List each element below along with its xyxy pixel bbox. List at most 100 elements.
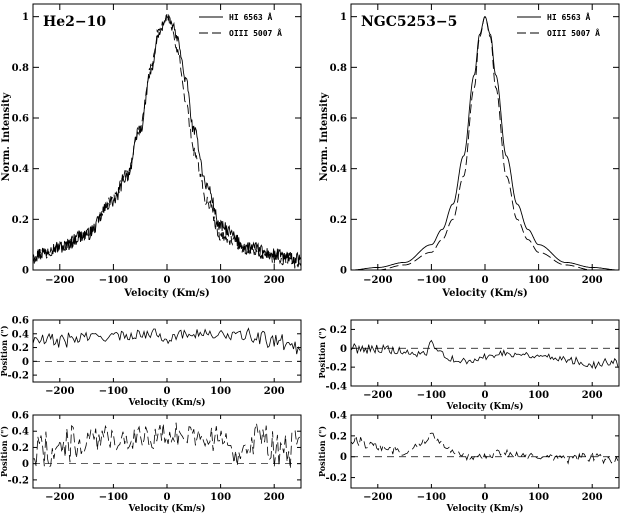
x-tick-label: 200: [582, 492, 603, 503]
y-tick-label: 0: [340, 452, 347, 463]
x-axis-label: Velocity (Km/s): [123, 288, 210, 299]
y-tick-label: -0.2: [7, 475, 29, 486]
y-tick-label: 0.4: [330, 411, 347, 422]
series-line-hi: [33, 13, 301, 266]
y-axis-label: Position ("): [317, 426, 327, 477]
x-tick-label: 200: [264, 386, 285, 397]
plot-frame: [350, 414, 620, 489]
y-axis-label: Norm. Intensity: [319, 91, 330, 181]
y-tick-label: -0.2: [7, 371, 29, 382]
x-tick-label: −100: [99, 386, 128, 397]
x-tick-label: 100: [210, 275, 231, 286]
x-tick-label: 200: [264, 492, 285, 503]
panel-title: He2−10: [43, 14, 106, 30]
he2-10-pos-oiii-panel: −200 −100 0 100 200 -0.2 0 0.2 0.4 0.6 Velocity (K…: [0, 411, 302, 513]
x-tick-label: −100: [417, 492, 446, 503]
y-axis-label: Position ("): [317, 327, 327, 378]
x-tick-label: 0: [164, 275, 171, 286]
x-tick-label: −100: [99, 275, 128, 286]
ngc5253-pos-hi-panel: −200 −100 0 100 200 -0.4 -0.2 0 0.2 Velocity (Km/…: [317, 319, 620, 412]
y-tick-label: 0.8: [330, 63, 347, 74]
data-area: [351, 16, 619, 270]
x-tick-label: −200: [45, 492, 74, 503]
y-tick-label: 0: [22, 459, 29, 470]
y-tick-label: 0.2: [330, 431, 347, 442]
x-tick-label: −200: [363, 492, 392, 503]
plot-frame: [32, 3, 302, 271]
x-tick-label: 100: [210, 492, 231, 503]
x-axis-label: Velocity (Km/s): [128, 397, 206, 408]
x-tick-label: 100: [528, 390, 549, 401]
y-tick-label: 0.4: [12, 329, 29, 340]
y-tick-label: 0.4: [12, 164, 29, 175]
y-tick-label: -0.2: [325, 363, 347, 374]
data-area: [33, 13, 301, 269]
series-line-oiii: [351, 16, 619, 270]
legend-label: HI 6563 Å: [547, 12, 591, 22]
x-tick-label: −200: [45, 275, 74, 286]
y-tick-label: -0.4: [325, 382, 347, 393]
y-tick-label: 0.8: [12, 63, 29, 74]
y-tick-label: 0.6: [330, 114, 347, 125]
series-line-hi: [33, 327, 301, 355]
series-line-oiii: [351, 432, 619, 465]
x-tick-label: 0: [164, 386, 171, 397]
x-tick-label: −100: [417, 275, 446, 286]
data-area: [33, 422, 301, 469]
y-tick-label: 0: [340, 344, 347, 355]
y-tick-label: 0.2: [12, 215, 29, 226]
series-line-hi: [351, 16, 619, 270]
x-axis-label: Velocity (Km/s): [128, 503, 206, 513]
legend: HI 6563 Å OIII 5007 Å: [199, 12, 282, 38]
x-tick-label: 100: [210, 386, 231, 397]
legend-label: OIII 5007 Å: [547, 28, 600, 38]
ngc5253-pos-oiii-panel: −200 −100 0 100 200 -0.2 0 0.2 0.4 Velocity (Km/s…: [317, 411, 620, 513]
y-axis-label: Position ("): [0, 325, 9, 376]
series-line-oiii: [33, 422, 301, 469]
y-axis-label: Position ("): [0, 426, 9, 477]
y-tick-label: 0.2: [12, 343, 29, 354]
y-tick-label: 0: [340, 266, 347, 277]
x-tick-label: −200: [45, 386, 74, 397]
legend-label: HI 6563 Å: [229, 12, 273, 22]
y-tick-label: 0.2: [330, 325, 347, 336]
ngc5253-profile-panel: −200 −100 0 100 200 0 0.2 0.4 0.6 0.8 1 Velocity (K…: [319, 3, 620, 299]
x-tick-label: 100: [528, 492, 549, 503]
x-tick-label: −200: [363, 275, 392, 286]
data-area: [351, 339, 619, 370]
y-tick-label: 0.2: [330, 215, 347, 226]
data-area: [351, 432, 619, 465]
panel-title: NGC5253−5: [361, 14, 457, 30]
y-tick-label: 0.6: [12, 411, 29, 422]
x-tick-label: 200: [582, 390, 603, 401]
legend-label: OIII 5007 Å: [229, 28, 282, 38]
x-axis-label: Velocity (Km/s): [446, 503, 524, 513]
he2-10-profile-panel: −200 −100 0 100 200 0 0.2 0.4 0.6 0.8 1 Velocity (K…: [1, 3, 302, 299]
x-tick-label: 100: [528, 275, 549, 286]
y-tick-label: 1: [340, 12, 347, 23]
y-tick-label: 0: [22, 357, 29, 368]
x-tick-label: −100: [99, 492, 128, 503]
x-tick-label: 0: [482, 492, 489, 503]
legend: HI 6563 Å OIII 5007 Å: [517, 12, 600, 38]
he2-10-pos-hi-panel: −200 −100 0 100 200 -0.2 0 0.2 0.4 0.6 Velocity (K…: [0, 316, 302, 408]
x-axis-label: Velocity (Km/s): [441, 288, 528, 299]
x-tick-label: 0: [482, 390, 489, 401]
plot-frame: [350, 3, 620, 271]
x-tick-label: 200: [582, 275, 603, 286]
y-tick-label: 1: [22, 12, 29, 23]
plot-frame: [32, 319, 302, 383]
y-tick-label: 0.4: [12, 427, 29, 438]
data-area: [33, 327, 301, 355]
y-tick-label: 0.4: [330, 164, 347, 175]
x-tick-label: 0: [482, 275, 489, 286]
x-tick-label: −100: [417, 390, 446, 401]
series-line-oiii: [33, 14, 301, 269]
y-tick-label: 0.6: [12, 316, 29, 327]
y-tick-label: 0.2: [12, 443, 29, 454]
x-tick-label: −200: [363, 390, 392, 401]
x-axis-label: Velocity (Km/s): [446, 401, 524, 412]
y-tick-label: 0: [22, 266, 29, 277]
y-tick-label: -0.2: [325, 473, 347, 484]
